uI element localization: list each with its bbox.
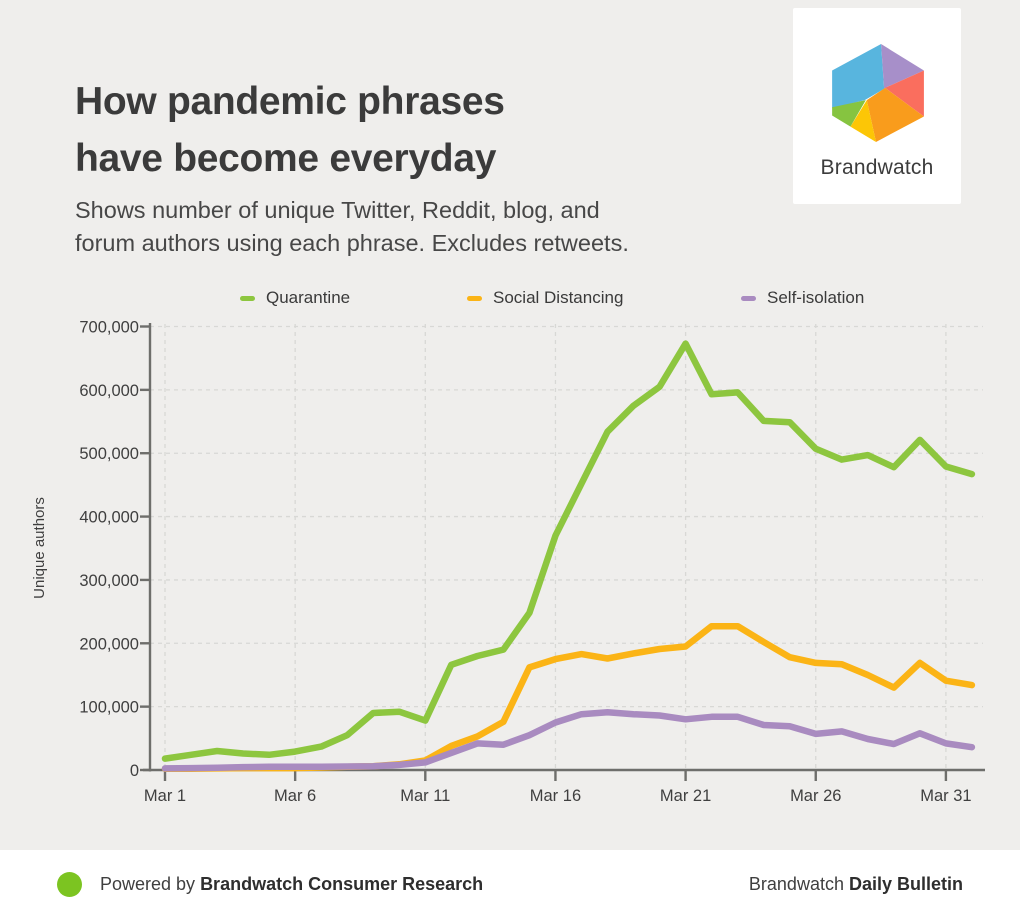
y-tick-label: 200,000: [79, 635, 139, 653]
logo-facet-green: [832, 100, 866, 127]
series-line-quarantine: [161, 340, 976, 762]
y-tick-label: 600,000: [79, 382, 139, 400]
footer-brand: Brandwatch Daily Bulletin: [749, 874, 963, 895]
x-tick-label: Mar 11: [400, 787, 450, 805]
brandwatch-hexagon-logo-icon: [832, 44, 924, 142]
footer-attribution: Powered by Brandwatch Consumer Research: [57, 871, 484, 897]
daily-bulletin-text: Daily Bulletin: [848, 873, 963, 894]
legend-item-social-distancing: Social Distancing: [467, 288, 623, 308]
legend-item-quarantine: Quarantine: [240, 288, 350, 308]
logo-facet-purple: [881, 44, 924, 89]
x-tick-label: Mar 21: [660, 787, 711, 805]
x-tick-label: Mar 26: [790, 787, 841, 805]
y-tick-label: 700,000: [79, 319, 139, 337]
legend-item-self-isolation: Self-isolation: [741, 288, 864, 308]
green-dot-icon: [57, 871, 82, 897]
x-tick-label: Mar 16: [530, 787, 581, 805]
legend-label-social-distancing: Social Distancing: [493, 288, 624, 307]
gridlines: [150, 324, 983, 769]
logo-facet-blue: [832, 44, 885, 109]
y-tick-label: 400,000: [79, 509, 139, 527]
powered-by-text: Powered by Brandwatch Consumer Research: [100, 873, 484, 894]
y-tick-label: 300,000: [79, 572, 139, 590]
series-line-self-isolation: [161, 709, 976, 772]
legend-label-self-isolation: Self-isolation: [767, 288, 865, 307]
logo-facet-red: [885, 70, 924, 117]
x-tick-label: Mar 31: [920, 787, 971, 805]
x-tick-label: Mar 1: [144, 787, 186, 805]
x-tick-label: Mar 6: [274, 787, 316, 805]
page-subtitle: Shows number of unique Twitter, Reddit, …: [75, 197, 629, 256]
series-line-social-distancing: [161, 622, 976, 772]
brandwatch-logo-label: Brandwatch: [820, 156, 934, 179]
footer-bar: Powered by Brandwatch Consumer Research …: [0, 850, 1020, 918]
chart-canvas: 0 100,000 200,000 300,000 400,000 500,000 600,…: [31, 319, 985, 806]
y-axis-title: Unique authors: [31, 497, 48, 599]
logo-facet-orange: [866, 87, 924, 142]
axis-labels: 0 100,000 200,000 300,000 400,000 500,000 600,…: [31, 319, 972, 806]
page-title: How pandemic phrases have become everyda…: [75, 80, 505, 180]
quarantine-swatch-icon: [240, 295, 255, 301]
brandwatch-logo-card: Brandwatch: [793, 8, 961, 204]
y-tick-label: 500,000: [79, 445, 139, 463]
consumer-research-text: Brandwatch Consumer Research: [200, 873, 484, 894]
y-tick-label: 100,000: [79, 699, 139, 717]
legend-label-quarantine: Quarantine: [266, 288, 351, 307]
brandwatch-text: Brandwatch: [748, 873, 849, 894]
logo-facet-yellow: [850, 100, 876, 142]
self-isolation-swatch-icon: [741, 295, 756, 301]
y-tick-label: 0: [130, 762, 139, 780]
social-distancing-swatch-icon: [467, 295, 482, 301]
axes: [140, 323, 985, 781]
line-chart: 0 100,000 200,000 300,000 400,000 500,000 600,…: [0, 310, 1020, 810]
